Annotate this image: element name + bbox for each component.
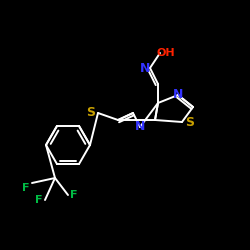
Text: S: S: [186, 116, 194, 128]
Text: N: N: [173, 88, 183, 102]
Text: N: N: [140, 62, 150, 74]
Text: F: F: [70, 190, 78, 200]
Text: N: N: [135, 120, 145, 134]
Text: OH: OH: [157, 48, 175, 58]
Text: S: S: [86, 106, 96, 120]
Text: F: F: [22, 183, 30, 193]
Text: F: F: [35, 195, 43, 205]
